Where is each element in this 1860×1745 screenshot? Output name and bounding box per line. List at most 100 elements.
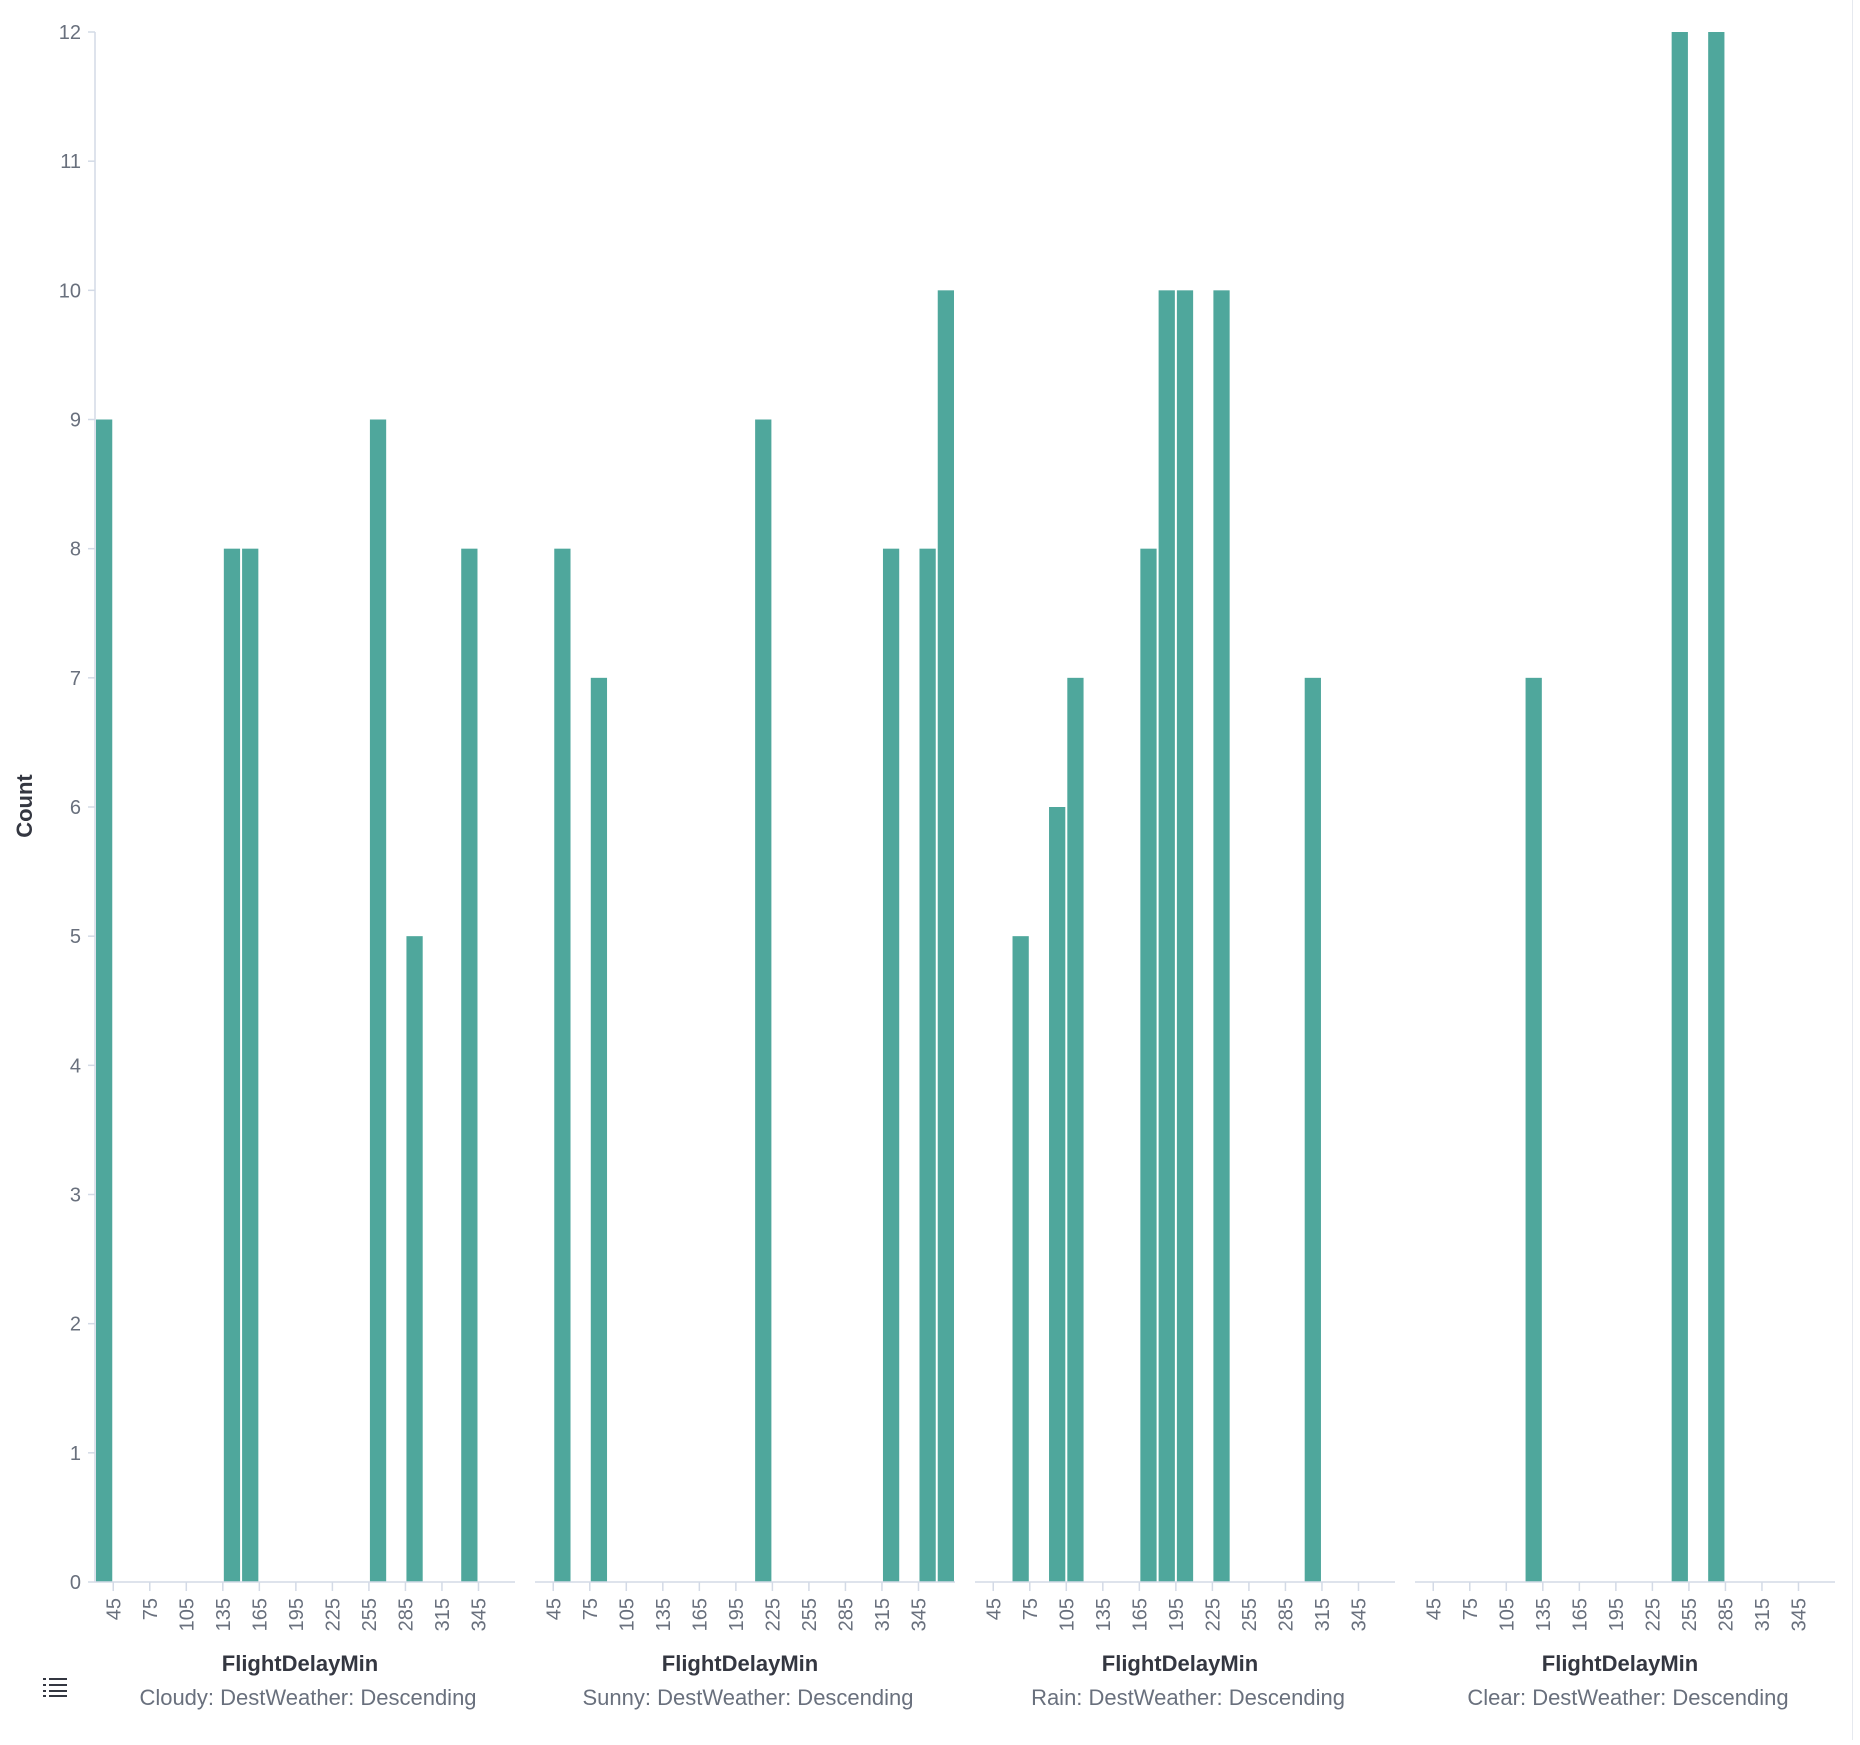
- panel-4: 45 75 105 135 165 195 225 255 285 315 345 FlightDel…: [1415, 32, 1835, 1710]
- x-tick-label: 45: [1423, 1598, 1445, 1620]
- right-divider: [1852, 0, 1853, 1740]
- bar[interactable]: [1213, 290, 1230, 1582]
- x-tick-label: 285: [835, 1598, 857, 1631]
- y-tick-label: 4: [70, 1055, 81, 1077]
- bar[interactable]: [1049, 807, 1066, 1582]
- x-tick-label: 345: [908, 1598, 930, 1631]
- x-tick-label: 135: [213, 1598, 235, 1631]
- y-tick-label: 9: [70, 410, 81, 432]
- x-tick-label: 165: [249, 1598, 271, 1631]
- panel-subtitle: Rain: DestWeather: Descending: [1031, 1685, 1345, 1710]
- list-icon: [43, 1678, 67, 1697]
- x-tick-label: 225: [1642, 1598, 1664, 1631]
- y-tick-label: 6: [70, 797, 81, 819]
- bar[interactable]: [406, 936, 423, 1582]
- y-tick-label: 0: [70, 1572, 81, 1594]
- x-tick-label: 105: [1496, 1598, 1518, 1631]
- bar[interactable]: [937, 290, 954, 1582]
- x-tick-label: 105: [176, 1598, 198, 1631]
- x-tick-label: 45: [543, 1598, 565, 1620]
- x-tick-label: 285: [395, 1598, 417, 1631]
- y-tick-label: 11: [60, 151, 81, 173]
- panel-subtitle: Cloudy: DestWeather: Descending: [139, 1685, 476, 1710]
- y-tick-label: 8: [70, 539, 81, 561]
- bar[interactable]: [1708, 32, 1725, 1582]
- x-tick-label: 285: [1275, 1598, 1297, 1631]
- x-tick-label: 45: [103, 1598, 125, 1620]
- x-tick-label: 255: [799, 1598, 821, 1631]
- x-tick-label: 195: [1606, 1598, 1628, 1631]
- x-tick-label: 315: [1312, 1598, 1334, 1631]
- bar[interactable]: [554, 548, 571, 1582]
- bar[interactable]: [1012, 936, 1029, 1582]
- x-tick-label: 255: [1239, 1598, 1261, 1631]
- x-tick-label: 255: [359, 1598, 381, 1631]
- bar[interactable]: [1176, 290, 1194, 1582]
- y-tick-label: 1: [70, 1443, 81, 1465]
- bar[interactable]: [919, 548, 936, 1582]
- x-axis-title: FlightDelayMin: [1542, 1651, 1698, 1676]
- x-tick-label: 345: [468, 1598, 490, 1631]
- bar[interactable]: [1158, 290, 1175, 1582]
- x-tick-label: 165: [1569, 1598, 1591, 1631]
- y-tick-label: 2: [70, 1314, 81, 1336]
- y-tick-label: 3: [70, 1185, 81, 1207]
- bar[interactable]: [369, 419, 387, 1583]
- x-tick-label: 75: [140, 1598, 162, 1620]
- bar[interactable]: [1140, 548, 1157, 1582]
- y-tick-label: 10: [59, 280, 81, 302]
- bar[interactable]: [1525, 677, 1542, 1582]
- x-axis-title: FlightDelayMin: [1102, 1651, 1258, 1676]
- x-tick-label: 105: [616, 1598, 638, 1631]
- panels: 45 75 105 135 165 195 225 255 285 315 345 FlightDel…: [95, 32, 1835, 1710]
- legend-toggle-button[interactable]: [38, 1672, 72, 1702]
- bar[interactable]: [1304, 677, 1321, 1582]
- x-tick-label: 345: [1788, 1598, 1810, 1631]
- x-tick-label: 75: [580, 1598, 602, 1620]
- x-tick-label: 195: [726, 1598, 748, 1631]
- x-tick-label: 225: [322, 1598, 344, 1631]
- x-tick-label: 315: [1752, 1598, 1774, 1631]
- x-tick-label: 45: [983, 1598, 1005, 1620]
- x-tick-label: 165: [1129, 1598, 1151, 1631]
- bar[interactable]: [461, 548, 478, 1582]
- panel-2: 45 75 105 135 165 195 225 255 285 315 345 FlightDel…: [535, 290, 955, 1710]
- y-axis-title: Count: [12, 774, 37, 838]
- x-tick-label: 195: [1166, 1598, 1188, 1631]
- y-tick-label: 5: [70, 926, 81, 948]
- x-tick-label: 225: [1202, 1598, 1224, 1631]
- bar[interactable]: [1067, 677, 1084, 1582]
- bar[interactable]: [755, 419, 772, 1583]
- panel-1: 45 75 105 135 165 195 225 255 285 315 345 FlightDel…: [95, 419, 515, 1710]
- y-tick-label: 12: [59, 22, 81, 44]
- x-tick-label: 195: [286, 1598, 308, 1631]
- x-tick-label: 285: [1715, 1598, 1737, 1631]
- panel-subtitle: Sunny: DestWeather: Descending: [583, 1685, 914, 1710]
- x-tick-label: 105: [1056, 1598, 1078, 1631]
- bar[interactable]: [882, 548, 900, 1582]
- x-tick-label: 225: [762, 1598, 784, 1631]
- x-tick-label: 135: [1533, 1598, 1555, 1631]
- panel-3: 45 75 105 135 165 195 225 255 285 315 345 FlightDel…: [975, 290, 1395, 1710]
- bar[interactable]: [96, 419, 113, 1583]
- x-tick-label: 165: [689, 1598, 711, 1631]
- bar[interactable]: [223, 548, 241, 1582]
- x-tick-label: 75: [1020, 1598, 1042, 1620]
- x-axis-title: FlightDelayMin: [662, 1651, 818, 1676]
- x-tick-label: 135: [653, 1598, 675, 1631]
- bar[interactable]: [242, 548, 259, 1582]
- x-tick-label: 315: [432, 1598, 454, 1631]
- x-tick-label: 135: [1093, 1598, 1115, 1631]
- y-tick-label: 7: [70, 668, 81, 690]
- x-axis-title: FlightDelayMin: [222, 1651, 378, 1676]
- x-tick-label: 345: [1348, 1598, 1370, 1631]
- panel-subtitle: Clear: DestWeather: Descending: [1467, 1685, 1788, 1710]
- x-tick-label: 315: [872, 1598, 894, 1631]
- x-tick-label: 75: [1460, 1598, 1482, 1620]
- bar[interactable]: [590, 677, 608, 1582]
- x-tick-label: 255: [1679, 1598, 1701, 1631]
- bar[interactable]: [1671, 32, 1688, 1582]
